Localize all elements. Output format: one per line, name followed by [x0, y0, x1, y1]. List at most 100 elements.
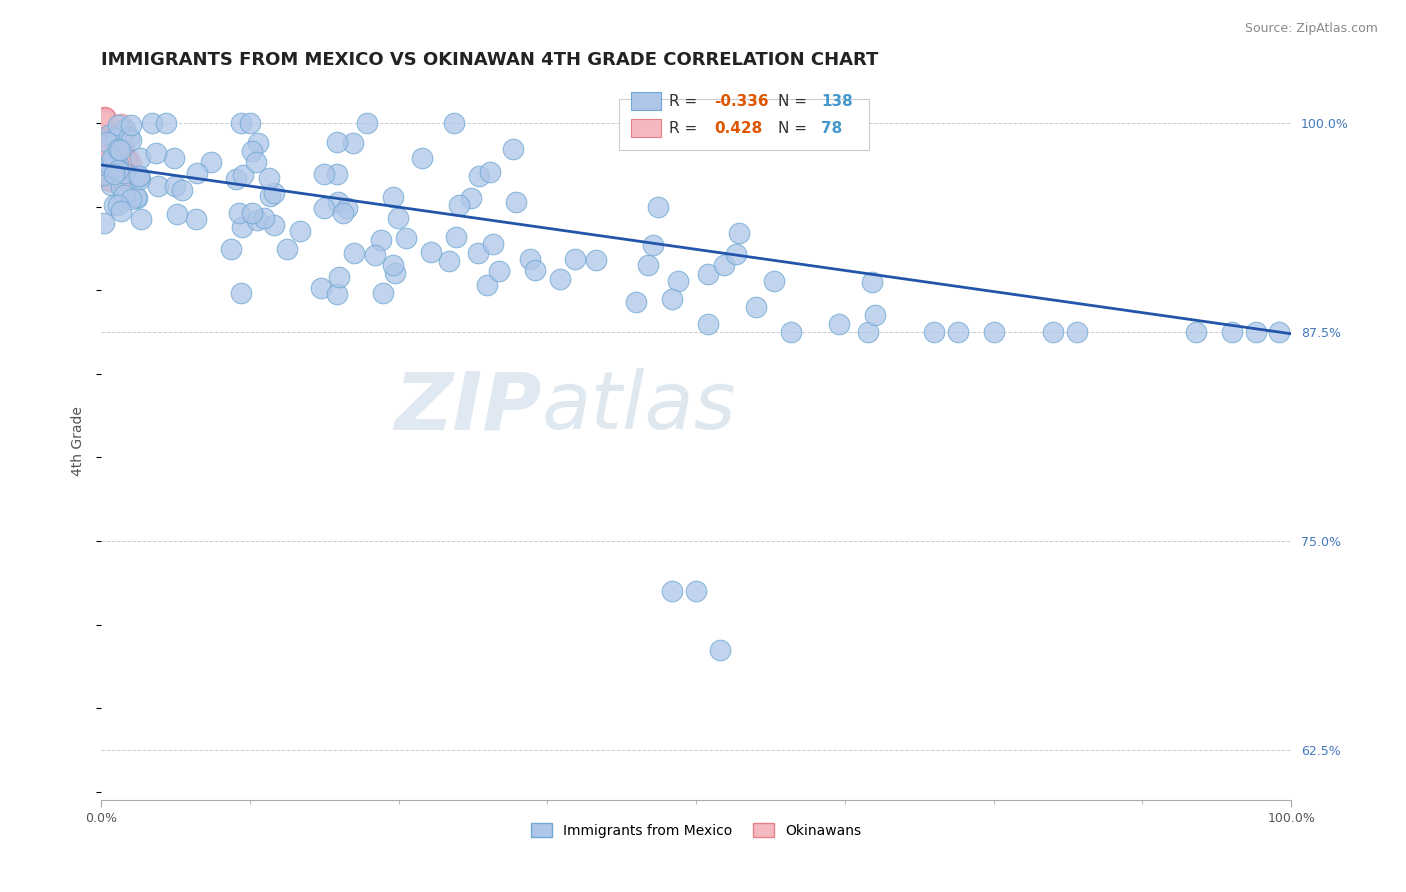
Point — [328, 194, 350, 209]
Point — [110, 117, 132, 131]
Point — [103, 161, 125, 175]
Point — [90, 128, 112, 142]
Point — [246, 213, 269, 227]
Point — [101, 134, 124, 148]
Point — [97, 128, 120, 142]
Point — [94, 140, 117, 154]
Point — [124, 190, 146, 204]
Point — [946, 325, 969, 339]
Point — [387, 211, 409, 225]
Point — [263, 218, 285, 232]
Point — [93, 116, 115, 130]
Point — [107, 123, 129, 137]
Point — [276, 242, 298, 256]
Point — [90, 127, 112, 141]
Point — [107, 171, 129, 186]
Point — [309, 281, 332, 295]
Point — [101, 152, 124, 166]
Point — [128, 169, 150, 184]
Point — [314, 202, 336, 216]
Point — [98, 174, 121, 188]
Point — [696, 267, 718, 281]
Point — [1185, 325, 1208, 339]
Point — [94, 152, 117, 166]
Point — [647, 200, 669, 214]
Point — [482, 237, 505, 252]
Point — [186, 212, 208, 227]
Point — [240, 206, 263, 220]
Point — [107, 157, 129, 171]
Point — [666, 274, 689, 288]
Point — [94, 113, 117, 128]
Point — [110, 179, 132, 194]
Point — [114, 125, 136, 139]
Point — [240, 144, 263, 158]
Point — [370, 234, 392, 248]
Point — [94, 120, 117, 134]
Point — [488, 263, 510, 277]
Point — [112, 142, 135, 156]
Y-axis label: 4th Grade: 4th Grade — [72, 406, 86, 475]
Point — [163, 179, 186, 194]
Point — [90, 150, 112, 164]
Point — [97, 161, 120, 175]
Point — [863, 309, 886, 323]
Point — [502, 142, 524, 156]
Point — [112, 151, 135, 165]
Text: 0.428: 0.428 — [714, 120, 762, 136]
Point — [253, 211, 276, 225]
Text: -0.336: -0.336 — [714, 94, 769, 109]
Text: atlas: atlas — [541, 368, 737, 446]
Point — [97, 156, 120, 170]
Point — [112, 144, 135, 158]
Point — [110, 203, 132, 218]
Point — [437, 253, 460, 268]
Point — [232, 168, 254, 182]
Text: ZIP: ZIP — [394, 368, 541, 446]
Point — [411, 151, 433, 165]
Point — [97, 143, 120, 157]
Point — [107, 162, 129, 177]
Point — [94, 133, 117, 147]
Point — [108, 134, 131, 148]
Point — [709, 642, 731, 657]
Point — [332, 206, 354, 220]
Point — [96, 135, 118, 149]
Point — [93, 216, 115, 230]
Point — [727, 227, 749, 241]
Point — [384, 266, 406, 280]
Point — [1066, 325, 1088, 339]
Point — [725, 247, 748, 261]
Point — [225, 172, 247, 186]
Point — [93, 161, 115, 175]
Text: N =: N = — [779, 120, 813, 136]
Point — [564, 252, 586, 266]
Point — [90, 129, 112, 144]
Point — [98, 153, 121, 167]
Point — [231, 285, 253, 300]
Point — [93, 169, 115, 183]
Point — [172, 183, 194, 197]
Text: Source: ZipAtlas.com: Source: ZipAtlas.com — [1244, 22, 1378, 36]
FancyBboxPatch shape — [631, 119, 661, 136]
Point — [108, 144, 131, 158]
Point — [524, 263, 547, 277]
Point — [478, 165, 501, 179]
Point — [120, 133, 142, 147]
Point — [477, 277, 499, 292]
Point — [90, 112, 112, 127]
Point — [468, 169, 491, 183]
Point — [104, 153, 127, 167]
Point — [983, 325, 1005, 339]
Point — [860, 276, 883, 290]
Point — [103, 197, 125, 211]
Point — [91, 130, 114, 145]
Point — [93, 154, 115, 169]
Point — [100, 137, 122, 152]
Point — [96, 159, 118, 173]
Legend: Immigrants from Mexico, Okinawans: Immigrants from Mexico, Okinawans — [526, 818, 868, 844]
Point — [685, 584, 707, 599]
Point — [107, 128, 129, 143]
Point — [96, 146, 118, 161]
Point — [120, 119, 142, 133]
